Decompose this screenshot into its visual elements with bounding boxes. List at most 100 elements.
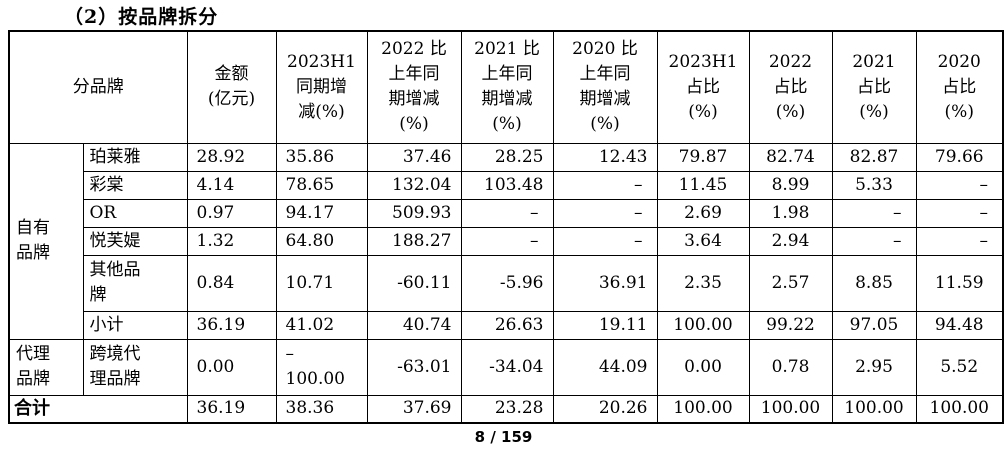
value-cell: 40.74 (366, 310, 462, 340)
value-cell: 100.00 (656, 310, 750, 340)
section-title: （2）按品牌拆分 (64, 6, 219, 28)
value-cell: 99.22 (748, 310, 833, 340)
brand-group-cell: 代理 品牌 (8, 338, 84, 396)
value-cell: 28.25 (460, 142, 554, 172)
value-cell: 36.91 (552, 254, 658, 312)
value-cell: 5.33 (831, 170, 917, 200)
value-cell: 0.78 (748, 338, 833, 396)
value-cell: 20.26 (552, 394, 658, 424)
value-cell: 132.04 (366, 170, 462, 200)
brand-name-cell: 悦芙媞 (82, 226, 188, 256)
value-cell: 64.80 (275, 226, 368, 256)
value-cell: – (552, 198, 658, 228)
value-cell: – (552, 226, 658, 256)
value-cell: 2.94 (748, 226, 833, 256)
value-cell: 37.46 (366, 142, 462, 172)
value-cell: 188.27 (366, 226, 462, 256)
col-header-2022-share: 2022 占比 (%) (748, 30, 833, 144)
brand-name-cell: 彩棠 (82, 170, 188, 200)
table-row: 小计 36.19 41.02 40.74 26.63 19.11 100.00 … (9, 310, 1004, 340)
value-cell: 2.57 (748, 254, 833, 312)
value-cell: -63.01 (366, 338, 462, 396)
value-cell: 11.59 (915, 254, 1004, 312)
value-cell: 103.48 (460, 170, 554, 200)
brand-name-cell: 其他品 牌 (82, 254, 188, 312)
col-header-amount: 金额 (亿元) (186, 30, 277, 144)
value-cell: – (831, 226, 917, 256)
value-cell: 100.00 (748, 394, 833, 424)
value-cell: 11.45 (656, 170, 750, 200)
value-cell: 36.19 (186, 394, 277, 424)
total-label-cell: 合计 (8, 394, 188, 424)
brand-name-cell: 小计 (82, 310, 188, 340)
value-cell: 82.74 (748, 142, 833, 172)
value-cell: 79.66 (915, 142, 1004, 172)
value-cell: 38.36 (275, 394, 368, 424)
value-cell: 0.00 (656, 338, 750, 396)
table-row: 其他品 牌 0.84 10.71 -60.11 -5.96 36.91 2.35… (9, 254, 1004, 312)
col-header-2022-change: 2022 比 上年同 期增减 (%) (366, 30, 462, 144)
col-header-2023h1-change: 2023H1 同期增 减(%) (275, 30, 368, 144)
value-cell: 8.99 (748, 170, 833, 200)
value-cell: – 100.00 (275, 338, 368, 396)
value-cell: 4.14 (186, 170, 277, 200)
value-cell: – (460, 226, 554, 256)
value-cell: – (915, 226, 1004, 256)
value-cell: 37.69 (366, 394, 462, 424)
brand-name-cell: OR (82, 198, 188, 228)
col-header-2021-change: 2021 比 上年同 期增减 (%) (460, 30, 554, 144)
value-cell: 2.69 (656, 198, 750, 228)
table-row: OR 0.97 94.17 509.93 – – 2.69 1.98 – – (9, 198, 1004, 228)
value-cell: 2.95 (831, 338, 917, 396)
value-cell: 12.43 (552, 142, 658, 172)
value-cell: – (552, 170, 658, 200)
value-cell: 8.85 (831, 254, 917, 312)
col-header-2020-change: 2020 比 上年同 期增减 (%) (552, 30, 658, 144)
table-row: 彩棠 4.14 78.65 132.04 103.48 – 11.45 8.99… (9, 170, 1004, 200)
value-cell: 78.65 (275, 170, 368, 200)
value-cell: 1.32 (186, 226, 277, 256)
value-cell: 35.86 (275, 142, 368, 172)
value-cell: – (831, 198, 917, 228)
value-cell: 100.00 (831, 394, 917, 424)
col-header-2021-share: 2021 占比 (%) (831, 30, 917, 144)
brand-name-cell: 珀莱雅 (82, 142, 188, 172)
value-cell: 2.35 (656, 254, 750, 312)
value-cell: 100.00 (915, 394, 1004, 424)
value-cell: – (460, 198, 554, 228)
value-cell: – (915, 198, 1004, 228)
header-row: 分品牌 金额 (亿元) 2023H1 同期增 减(%) 2022 比 上年同 期… (8, 30, 1004, 144)
value-cell: 10.71 (275, 254, 368, 312)
brand-breakdown-table: 分品牌 金额 (亿元) 2023H1 同期增 减(%) 2022 比 上年同 期… (8, 30, 1004, 424)
value-cell: 41.02 (275, 310, 368, 340)
value-cell: 36.19 (186, 310, 277, 340)
value-cell: 44.09 (552, 338, 658, 396)
value-cell: – (915, 170, 1004, 200)
col-header-2020-share: 2020 占比 (%) (915, 30, 1004, 144)
value-cell: 100.00 (656, 394, 750, 424)
value-cell: 82.87 (831, 142, 917, 172)
col-header-2023h1-share: 2023H1 占比 (%) (656, 30, 750, 144)
value-cell: 0.84 (186, 254, 277, 312)
value-cell: 94.48 (915, 310, 1004, 340)
value-cell: 0.97 (186, 198, 277, 228)
value-cell: -5.96 (460, 254, 554, 312)
value-cell: 97.05 (831, 310, 917, 340)
col-header-brand: 分品牌 (8, 30, 188, 144)
value-cell: 509.93 (366, 198, 462, 228)
value-cell: 1.98 (748, 198, 833, 228)
table-row: 代理 品牌 跨境代 理品牌 0.00 – 100.00 -63.01 -34.0… (8, 338, 1004, 396)
brand-group-cell: 自有 品牌 (8, 142, 84, 340)
value-cell: 5.52 (915, 338, 1004, 396)
value-cell: 3.64 (656, 226, 750, 256)
value-cell: 0.00 (186, 338, 277, 396)
value-cell: 26.63 (460, 310, 554, 340)
value-cell: 19.11 (552, 310, 658, 340)
table-row: 悦芙媞 1.32 64.80 188.27 – – 3.64 2.94 – – (9, 226, 1004, 256)
brand-name-cell: 跨境代 理品牌 (82, 338, 188, 396)
value-cell: 23.28 (460, 394, 554, 424)
value-cell: -34.04 (460, 338, 554, 396)
value-cell: 79.87 (656, 142, 750, 172)
value-cell: -60.11 (366, 254, 462, 312)
table-row: 自有 品牌 珀莱雅 28.92 35.86 37.46 28.25 12.43 … (8, 142, 1004, 340)
